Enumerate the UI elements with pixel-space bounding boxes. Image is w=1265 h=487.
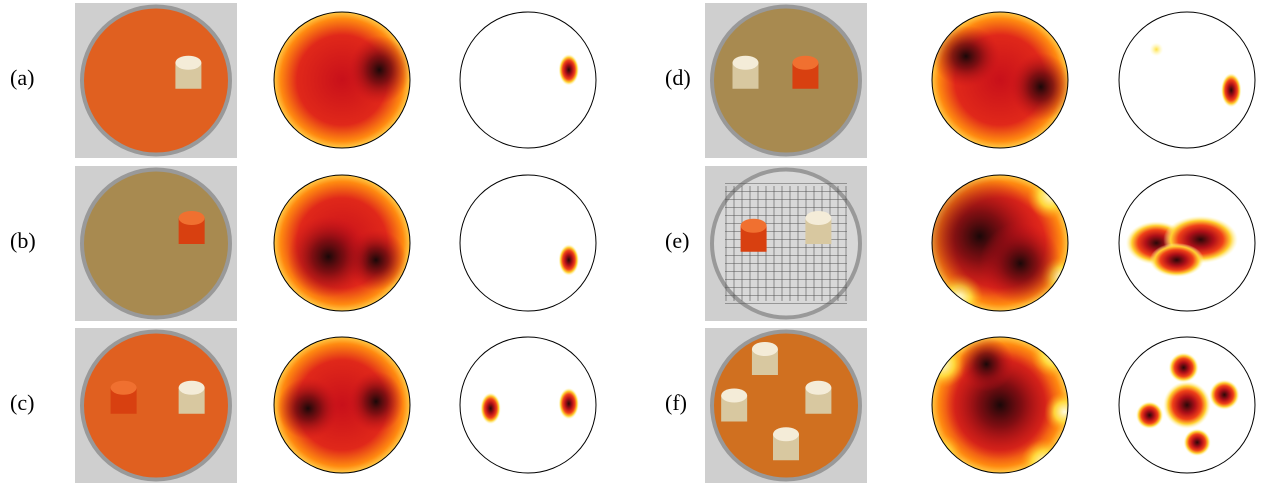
heat-spot xyxy=(1136,402,1163,429)
banana-top xyxy=(721,389,747,403)
heat-spot xyxy=(1150,43,1164,57)
banana-top xyxy=(752,342,778,356)
photo xyxy=(75,328,237,483)
heat-base xyxy=(460,175,596,311)
heat-spot xyxy=(288,216,370,298)
banana-top xyxy=(773,427,799,441)
heatmap xyxy=(1119,175,1255,311)
heatmap xyxy=(274,12,410,148)
panel-label: (d) xyxy=(665,65,691,90)
figure: (a) (b) (c) (d) (e) (f) xyxy=(0,0,1265,487)
heatmap xyxy=(460,12,596,148)
heatmap xyxy=(915,330,1085,486)
heatmap xyxy=(932,12,1071,148)
heat-spot xyxy=(277,378,338,439)
banana-top xyxy=(805,211,831,225)
heat-spot xyxy=(1209,380,1239,410)
heat-spot xyxy=(349,371,403,432)
banana-top xyxy=(733,56,759,70)
heat-spot xyxy=(1163,381,1211,429)
carrot-top xyxy=(179,211,205,225)
heat-spot xyxy=(559,388,579,419)
heatmap xyxy=(918,172,1081,322)
banana-top xyxy=(179,381,205,395)
heat-spot xyxy=(1184,429,1211,456)
carrot-top xyxy=(741,219,767,233)
heat-spot xyxy=(559,244,579,275)
heatmap xyxy=(274,337,410,473)
heatmap xyxy=(460,175,596,311)
panel-label: (f) xyxy=(665,390,687,415)
heatmap xyxy=(460,337,596,473)
heat-spot xyxy=(1221,73,1241,107)
heat-spot xyxy=(980,223,1062,305)
photo xyxy=(75,166,237,321)
heatmap xyxy=(1119,12,1255,148)
photo xyxy=(75,3,237,158)
heatmap xyxy=(1119,337,1255,473)
heat-spot xyxy=(480,393,500,424)
heat-spot xyxy=(559,54,579,85)
panel-label: (a) xyxy=(10,65,34,90)
heatmap xyxy=(274,175,410,311)
heat-spot xyxy=(932,26,1000,87)
petri-dish xyxy=(82,170,230,318)
photo xyxy=(705,3,867,158)
carrot-top xyxy=(111,381,137,395)
petri-dish xyxy=(82,7,230,155)
banana-top xyxy=(175,56,201,70)
photo xyxy=(705,328,867,483)
petri-dish xyxy=(82,332,230,480)
heat-spot xyxy=(1169,353,1199,383)
panel-label: (b) xyxy=(10,228,36,253)
panel-label: (c) xyxy=(10,390,34,415)
panel-label: (e) xyxy=(665,228,689,253)
photo xyxy=(705,166,867,321)
carrot-top xyxy=(792,56,818,70)
heat-spot xyxy=(1150,243,1204,277)
banana-top xyxy=(805,381,831,395)
heat-spot xyxy=(1010,53,1071,121)
